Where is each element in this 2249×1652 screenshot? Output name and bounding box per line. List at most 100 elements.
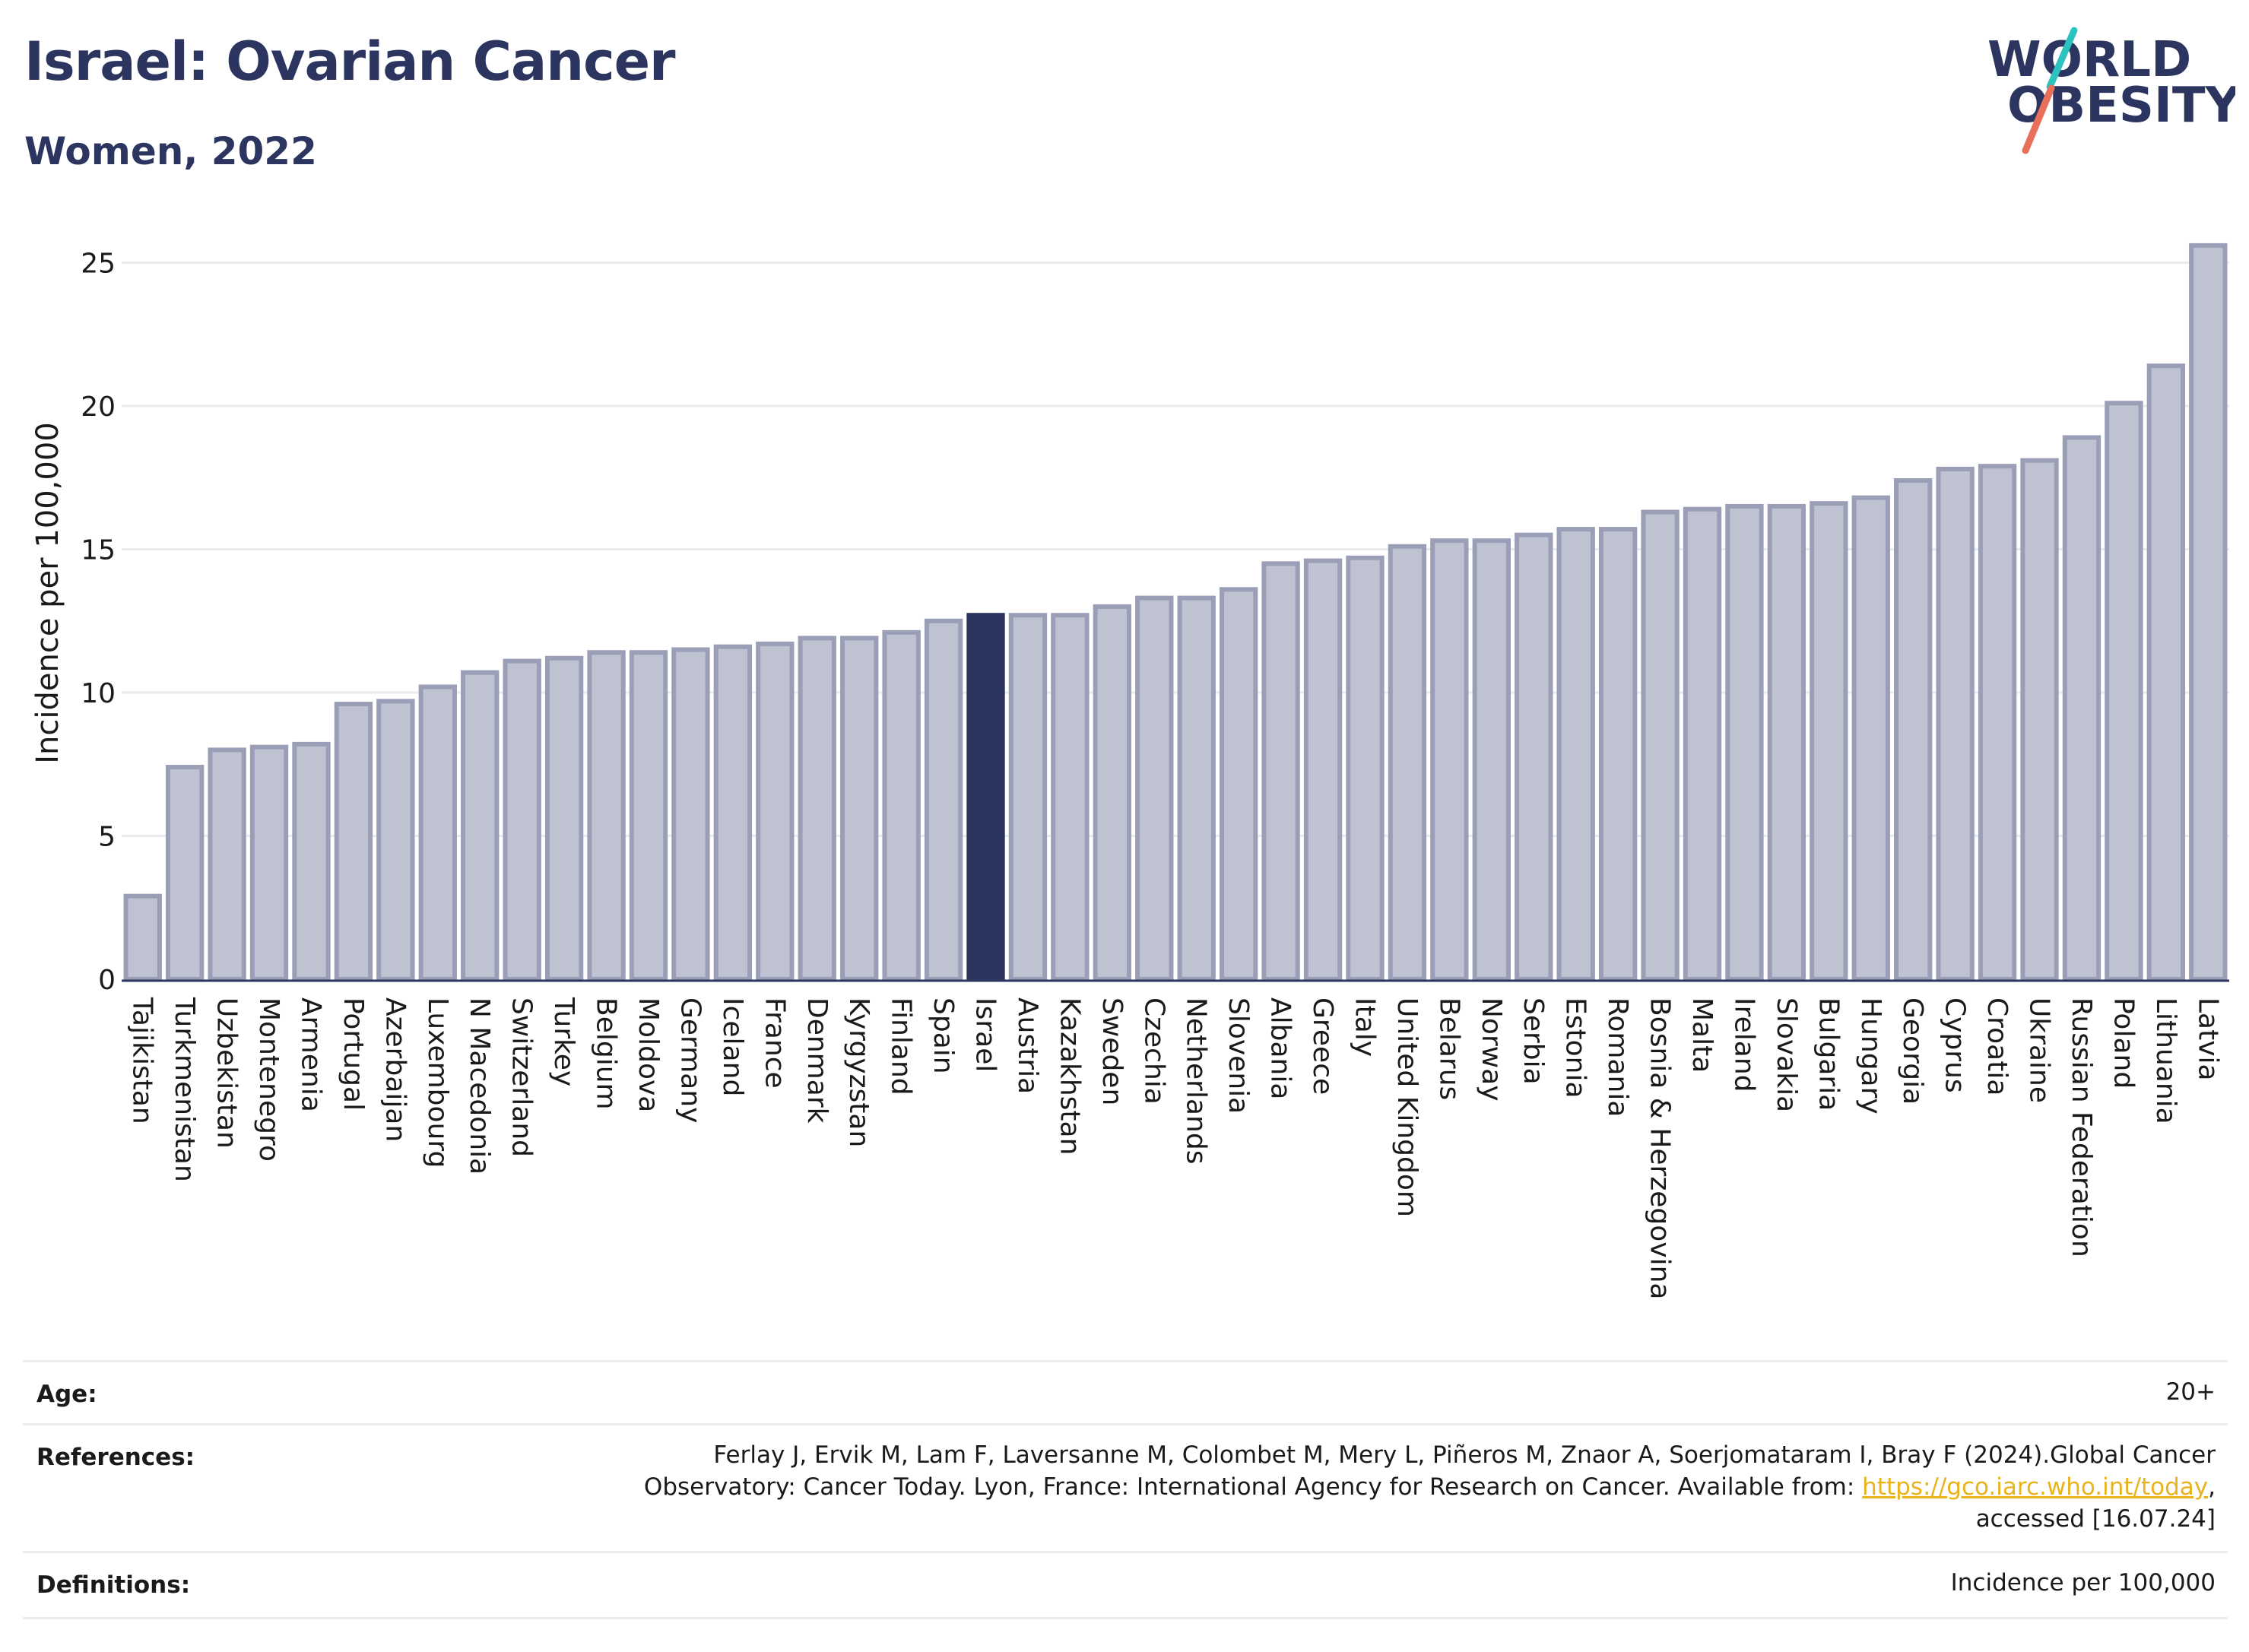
logo-slash-coral (2022, 84, 2055, 154)
x-tick-label: Slovenia (1223, 997, 1254, 1114)
x-tick-label: Iceland (717, 997, 748, 1096)
references-line-2-text: Observatory: Cancer Today. Lyon, France:… (643, 1473, 1863, 1501)
y-tick-label: 25 (81, 249, 116, 280)
bar (1810, 501, 1848, 981)
bar (123, 893, 162, 982)
bar-chart: 0 5 10 15 20 25 Tajikistan Turkmenistan Uzbekis… (30, 243, 2229, 1299)
x-tick-label: Serbia (1518, 997, 1549, 1085)
x-tick-label: France (759, 997, 790, 1089)
world-obesity-logo: WORLD OBESITY (1987, 27, 2235, 154)
bar (587, 650, 626, 981)
x-tick-label: Sweden (1096, 997, 1128, 1105)
x-tick-label: Portugal (338, 997, 369, 1111)
bar (840, 636, 879, 981)
x-tick-label: Moldova (633, 997, 664, 1112)
x-tick-label: Estonia (1560, 997, 1591, 1099)
bar (376, 699, 415, 981)
references-line-2: Observatory: Cancer Today. Lyon, France:… (644, 1471, 2216, 1503)
bar (1177, 595, 1216, 982)
x-tick-label: Latvia (2192, 997, 2223, 1081)
y-tick-label: 0 (98, 965, 116, 996)
y-axis-ticks: 0 5 10 15 20 25 (81, 249, 116, 997)
x-tick-label: Georgia (1897, 997, 1928, 1105)
x-tick-label: Tajikistan (127, 997, 158, 1124)
age-label: Age: (36, 1381, 97, 1408)
bar (461, 670, 500, 981)
bar (756, 641, 795, 981)
bar (1303, 558, 1343, 981)
references-line-1: Ferlay J, Ervik M, Lam F, Laversanne M, … (713, 1441, 2216, 1469)
x-tick-label: Denmark (801, 997, 833, 1124)
x-tick-label: Poland (2108, 997, 2139, 1089)
x-tick-label: Austria (1012, 997, 1043, 1094)
bar (1936, 466, 1975, 981)
x-tick-label: Czechia (1138, 997, 1169, 1105)
bar (1641, 509, 1680, 981)
bar (334, 702, 373, 982)
references-value: Ferlay J, Ervik M, Lam F, Laversanne M, … (644, 1439, 2216, 1535)
x-tick-label: Romania (1602, 997, 1633, 1117)
bar (1598, 527, 1638, 981)
bar-highlight-israel (966, 613, 1005, 982)
x-tick-label: Malta (1686, 997, 1718, 1073)
logo-text-world: WORLD (1987, 32, 2191, 88)
logo-slash-teal (2046, 27, 2078, 90)
bar (292, 741, 331, 981)
x-tick-label: Ireland (1728, 997, 1759, 1092)
x-axis-labels: Tajikistan Turkmenistan Uzbekistan Monteneg… (127, 997, 2224, 1299)
x-tick-label: United Kingdom (1391, 997, 1423, 1217)
x-tick-label: Italy (1349, 997, 1380, 1057)
bar (1767, 503, 1806, 981)
x-tick-label: Spain (928, 997, 959, 1074)
bar (1135, 595, 1174, 982)
x-tick-label: Switzerland (506, 997, 538, 1157)
bars (123, 243, 2228, 982)
bar (418, 684, 457, 982)
meta-row-definitions: Definitions: Incidence per 100,000 (23, 1551, 2228, 1619)
bar (1851, 495, 1890, 981)
x-tick-label: N Macedonia (464, 997, 495, 1175)
bar (1008, 613, 1048, 982)
y-tick-label: 20 (81, 392, 116, 423)
y-axis-title: Incidence per 100,000 (30, 422, 65, 764)
bar (1683, 506, 1722, 981)
x-tick-label: Montenegro (253, 997, 284, 1162)
x-tick-label: Kyrgyzstan (843, 997, 874, 1147)
y-tick-label: 15 (81, 535, 116, 566)
x-tick-label: Israel (970, 997, 1001, 1072)
page-subtitle: Women, 2022 (24, 129, 317, 173)
bar (1472, 538, 1511, 981)
bar (1894, 478, 1933, 981)
x-tick-label: Slovakia (1771, 997, 1802, 1112)
x-tick-label: Belarus (1433, 997, 1464, 1100)
bar (2062, 435, 2101, 981)
x-tick-label: Croatia (1981, 997, 2013, 1096)
bar (1515, 532, 1553, 981)
x-tick-label: Uzbekistan (211, 997, 243, 1149)
references-link[interactable]: https://gco.iarc.who.int/today (1862, 1473, 2209, 1501)
x-tick-label: Hungary (1855, 997, 1886, 1115)
definitions-value: Incidence per 100,000 (1950, 1569, 2216, 1597)
bar (2189, 243, 2228, 981)
bar (503, 658, 541, 982)
age-value: 20+ (2165, 1378, 2216, 1406)
x-tick-label: Turkmenistan (169, 997, 200, 1182)
references-line-3: accessed [16.07.24] (1975, 1505, 2216, 1533)
bar (1978, 464, 2017, 981)
x-tick-label: Ukraine (2024, 997, 2055, 1103)
x-tick-label: Bosnia & Herzegovina (1645, 997, 1676, 1299)
bar (1219, 587, 1258, 981)
x-tick-label: Greece (1307, 997, 1338, 1095)
x-tick-label: Norway (1476, 997, 1507, 1102)
definitions-label: Definitions: (36, 1571, 191, 1599)
y-tick-label: 10 (81, 678, 116, 709)
bar (882, 629, 921, 982)
bar (1556, 527, 1595, 981)
references-label: References: (36, 1444, 195, 1471)
bar (1725, 503, 1764, 981)
bar (924, 618, 963, 981)
bar (1261, 561, 1300, 981)
references-line-2-end: , (2208, 1473, 2216, 1501)
x-tick-label: Cyprus (1940, 997, 1971, 1093)
bar (2105, 401, 2143, 981)
